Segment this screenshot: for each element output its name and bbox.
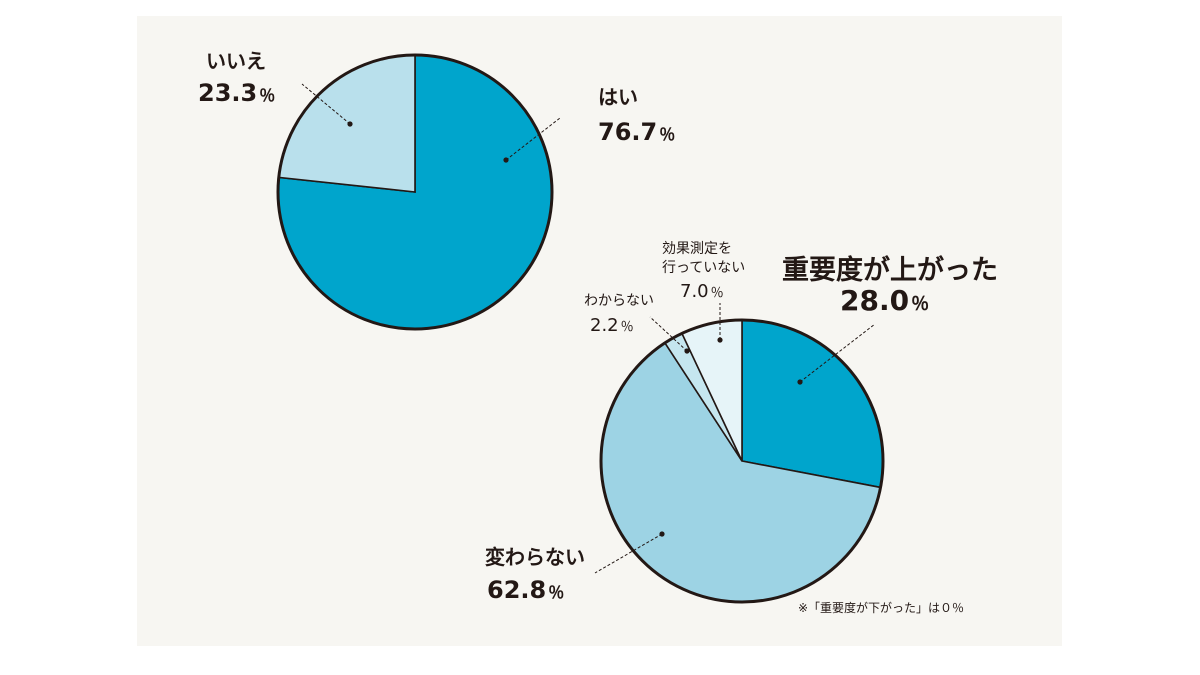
slice-label: 重要度が上がった — [782, 254, 998, 286]
slice-label: いいえ — [206, 49, 266, 73]
leader-dot — [797, 379, 803, 385]
pie-slice — [741, 319, 884, 489]
leader-line — [594, 533, 663, 574]
slice-label: わからない — [584, 293, 654, 309]
leader-line — [649, 316, 688, 352]
slice-value: 28.0 ％ — [840, 284, 929, 317]
slice-value: 62.8 ％ — [487, 576, 564, 604]
slice-label: 行っていない — [662, 260, 745, 276]
leader-line — [799, 323, 876, 383]
leader-dot — [503, 157, 509, 163]
pie-outline — [599, 318, 885, 604]
slice-value: 2.2 ％ — [590, 315, 634, 336]
slice-label: 効果測定を — [662, 241, 732, 257]
leader-dot — [659, 531, 665, 537]
chart-panel — [137, 16, 1062, 646]
leader-dot — [717, 337, 723, 343]
slice-value: 23.3 ％ — [198, 79, 275, 107]
pie-slice — [277, 54, 416, 193]
slice-label: 変わらない — [485, 545, 585, 569]
footnote: ※「重要度が下がった」は０％ — [798, 600, 964, 615]
pie-chart-yes-no: はい 76.7 ％ いいえ 23.3 ％ — [198, 49, 675, 331]
leader-line — [301, 83, 351, 125]
pie-outline — [276, 53, 554, 331]
slice-value: 7.0 ％ — [680, 281, 724, 302]
leader-line — [505, 117, 561, 161]
slice-label: はい — [598, 85, 638, 109]
leader-dot — [347, 121, 353, 127]
slice-value: 76.7 ％ — [598, 118, 675, 146]
leader-dot — [684, 348, 690, 354]
